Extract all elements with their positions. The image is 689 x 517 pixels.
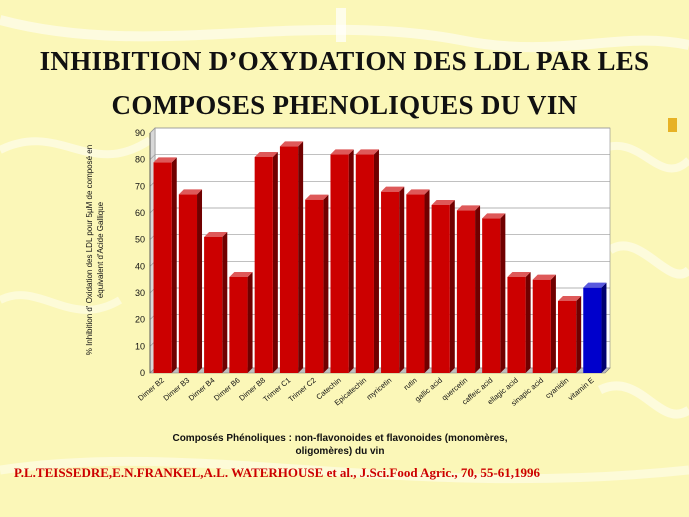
bar-top [406,189,430,195]
bar [254,157,273,373]
bar-top [204,232,228,237]
bar-top [431,200,455,205]
bar-top [305,194,329,200]
y-tick-label: 90 [135,128,145,138]
bar-top [355,149,379,155]
bar [381,191,400,373]
bar [456,210,476,373]
bar [431,205,450,373]
bar-side [500,213,506,373]
x-axis-caption-line-1: Composés Phénoliques : non-flavonoides e… [172,433,508,444]
bar-top [532,274,556,280]
bar-side [475,205,481,373]
bar-top [381,186,405,192]
bar-side [197,189,203,373]
bar-side [424,189,430,373]
bar-top [507,272,531,277]
x-tick-label: vitamin E [566,376,595,403]
bar-top [279,141,304,147]
y-tick-label: 60 [135,208,145,218]
bar-top [482,213,506,219]
x-tick-label: Trimer C2 [286,376,317,404]
gridline [149,154,610,160]
y-tick-label: 40 [135,261,145,271]
bar [229,277,248,373]
title-line-2: COMPOSES PHENOLIQUES DU VIN [111,90,578,120]
x-tick-label: Dimer B2 [136,376,166,403]
bar-top [583,282,607,288]
bar-top [330,149,354,155]
bar-side [449,200,455,373]
bar [330,154,349,373]
x-tick-label: Dimer B6 [212,376,242,403]
bar-side [348,149,354,373]
bar-side [525,272,531,373]
bar [482,218,501,373]
x-tick-label: rutin [402,376,419,392]
bar [583,287,602,373]
y-tick-label: 50 [135,235,145,245]
bar [355,154,374,373]
bar-top [153,157,177,163]
y-tick-label: 70 [135,181,145,191]
bar-side [576,296,582,373]
bar-side [298,141,304,373]
bar-top [178,189,203,195]
title-line-1: INHIBITION D’OXYDATION DES LDL PAR LES [39,46,650,76]
x-tick-label: gallic acid [413,376,444,404]
bar-top [557,296,582,301]
bar-side [550,274,556,373]
x-axis-caption: Composés Phénoliques : non-flavonoides e… [100,432,580,458]
bar-top [456,205,481,211]
bar-side [272,152,278,373]
bar [305,199,324,373]
x-tick-label: myricetin [365,376,394,402]
bar [279,146,299,373]
y-tick-label: 20 [135,315,145,325]
gridline [149,127,610,134]
y-tick-label: 10 [135,341,145,351]
y-tick-label: 80 [135,155,145,165]
bar [204,237,223,373]
bar [507,277,526,373]
x-tick-label: Dimer B3 [161,376,191,403]
bar-side [399,186,405,373]
y-tick-label: 0 [140,368,145,378]
bar-top [229,272,253,277]
bar-side [247,272,253,373]
bar-top [254,152,278,157]
citation: P.L.TEISSEDRE,E.N.FRANKEL,A.L. WATERHOUS… [14,465,540,480]
bar-side [222,232,228,373]
x-tick-label: Dimer B4 [187,376,217,403]
bar [406,194,425,373]
bar-side [171,157,177,373]
y-tick-label: 30 [135,288,145,298]
bar [532,279,551,373]
bar-side [323,194,329,373]
bar-side [373,149,379,373]
bar [153,162,172,373]
bar [557,301,577,373]
bar [178,194,198,373]
bar-side [601,282,607,373]
x-axis-caption-line-2: oligomères) du vin [295,446,385,457]
